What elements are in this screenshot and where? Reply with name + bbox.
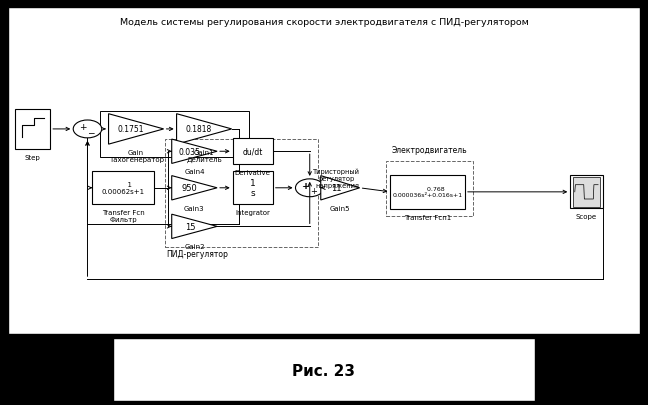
Text: 1
s: 1 s [250, 179, 255, 198]
Text: +: + [302, 181, 309, 190]
Text: Gain5: Gain5 [330, 205, 351, 211]
Text: Derivative: Derivative [235, 170, 271, 176]
Text: 0.035: 0.035 [179, 147, 201, 156]
Text: +: + [301, 181, 308, 191]
Text: 1
0.00062s+1: 1 0.00062s+1 [102, 182, 145, 195]
Text: Gain2: Gain2 [184, 244, 205, 250]
Bar [573, 177, 600, 207]
Text: Gain1
Делитель: Gain1 Делитель [186, 149, 222, 163]
Text: Gain
Тахогенератор: Gain Тахогенератор [109, 149, 163, 163]
Text: Transfer Fcn
Фильтр: Transfer Fcn Фильтр [102, 210, 145, 223]
Text: 0.1818: 0.1818 [185, 125, 212, 134]
Polygon shape [176, 114, 232, 145]
Text: Gain3: Gain3 [184, 205, 205, 211]
Text: Integrator: Integrator [235, 210, 270, 216]
Text: 15: 15 [185, 222, 195, 231]
Text: +: + [79, 123, 86, 132]
Polygon shape [172, 176, 217, 200]
Bar [386, 162, 473, 217]
Text: Scope: Scope [576, 214, 597, 220]
Polygon shape [321, 176, 360, 200]
Text: Тиристорный
регулятор
напряжения: Тиристорный регулятор напряжения [314, 168, 360, 188]
Text: Модель системы регулирования скорости электродвигателя с ПИД-регулятором: Модель системы регулирования скорости эл… [120, 18, 528, 27]
Text: 0.768
0.000036s²+0.016s+1: 0.768 0.000036s²+0.016s+1 [393, 187, 463, 198]
Polygon shape [172, 140, 217, 164]
Polygon shape [172, 215, 217, 239]
Text: 950: 950 [182, 184, 198, 193]
Circle shape [73, 121, 102, 139]
Text: 0.1751: 0.1751 [117, 125, 144, 134]
Polygon shape [108, 114, 163, 145]
Text: du/dt: du/dt [242, 147, 263, 156]
Text: 11: 11 [331, 184, 341, 193]
Text: −: − [87, 128, 95, 137]
Bar [100, 111, 249, 158]
Text: ПИД-регулятор: ПИД-регулятор [167, 249, 229, 258]
Bar [390, 175, 465, 210]
Bar [8, 8, 640, 334]
Bar [233, 172, 273, 205]
Circle shape [295, 179, 324, 197]
Bar [15, 109, 51, 150]
Bar [165, 140, 318, 247]
Text: Step: Step [25, 155, 40, 161]
Text: +: + [310, 187, 318, 196]
Bar [570, 176, 603, 209]
Bar [92, 172, 154, 205]
Text: Gain4: Gain4 [184, 169, 205, 175]
Bar [113, 338, 535, 401]
Text: Transfer Fcn1: Transfer Fcn1 [404, 214, 451, 220]
Text: Рис. 23: Рис. 23 [292, 363, 356, 378]
Bar [233, 139, 273, 165]
Text: Электродвигатель: Электродвигатель [392, 146, 467, 155]
